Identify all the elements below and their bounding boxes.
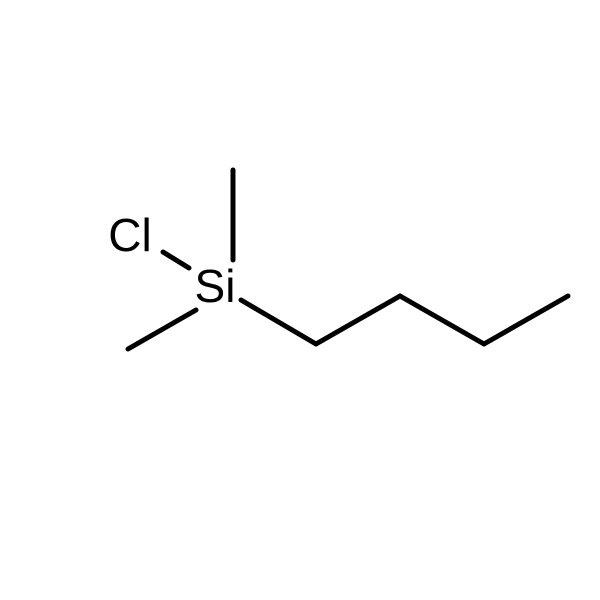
atom-label-si: Si (195, 263, 236, 309)
structure-canvas: Cl Si (0, 0, 600, 600)
background (0, 0, 600, 600)
atom-label-cl: Cl (108, 212, 151, 258)
bond-layer (0, 0, 600, 600)
